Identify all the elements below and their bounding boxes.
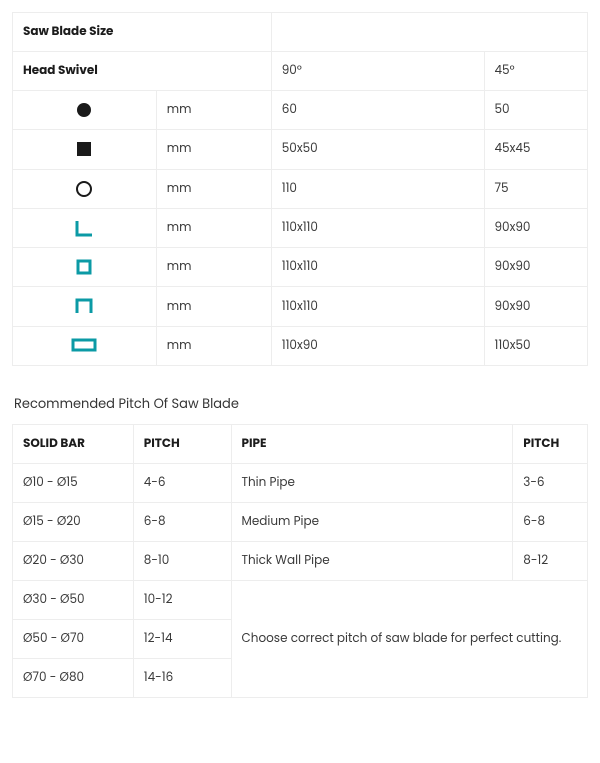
recommended-pitch-table: SOLID BAR PITCH PIPE PITCH Ø10 - Ø15 4-6…	[12, 424, 588, 698]
pitch-b: 3-6	[513, 463, 588, 502]
table1-row: mm 60 50	[13, 91, 588, 130]
table1-row: mm 110x110 90x90	[13, 248, 588, 287]
table1-row: mm 50x50 45x45	[13, 130, 588, 169]
value-45: 50	[484, 91, 588, 130]
pitch-a: 8-10	[133, 541, 231, 580]
value-90: 110x110	[271, 208, 484, 247]
head-swivel-label: Head Swivel	[13, 52, 272, 91]
unit-cell: mm	[156, 208, 271, 247]
value-90: 110	[271, 169, 484, 208]
value-90: 110x110	[271, 287, 484, 326]
value-90: 50x50	[271, 130, 484, 169]
col-solid-bar: SOLID BAR	[13, 424, 134, 463]
pitch-note: Choose correct pitch of saw blade for pe…	[231, 580, 588, 697]
pitch-a: 4-6	[133, 463, 231, 502]
solid-bar: Ø30 - Ø50	[13, 580, 134, 619]
unit-cell: mm	[156, 91, 271, 130]
saw-blade-size-table: Saw Blade Size Head Swivel 90° 45° mm 60…	[12, 12, 588, 366]
pipe-type: Thin Pipe	[231, 463, 513, 502]
table2-row: Ø20 - Ø30 8-10 Thick Wall Pipe 8-12	[13, 541, 588, 580]
col-pitch-b: PITCH	[513, 424, 588, 463]
angle-90: 90°	[271, 52, 484, 91]
table1-title: Saw Blade Size	[13, 13, 272, 52]
solid-bar: Ø20 - Ø30	[13, 541, 134, 580]
col-pipe: PIPE	[231, 424, 513, 463]
solid-square-icon	[13, 130, 157, 169]
angle-45: 45°	[484, 52, 588, 91]
pipe-type: Thick Wall Pipe	[231, 541, 513, 580]
pitch-b: 8-12	[513, 541, 588, 580]
solid-bar: Ø15 - Ø20	[13, 502, 134, 541]
pitch-b: 6-8	[513, 502, 588, 541]
table1-row: mm 110x90 110x50	[13, 326, 588, 365]
angle-icon	[13, 208, 157, 247]
value-45: 90x90	[484, 208, 588, 247]
value-90: 60	[271, 91, 484, 130]
unit-cell: mm	[156, 169, 271, 208]
flat-rect-icon	[13, 326, 157, 365]
pitch-a: 10-12	[133, 580, 231, 619]
table2-row: Ø30 - Ø50 10-12 Choose correct pitch of …	[13, 580, 588, 619]
unit-cell: mm	[156, 248, 271, 287]
value-45: 90x90	[484, 287, 588, 326]
solid-bar: Ø50 - Ø70	[13, 619, 134, 658]
value-45: 90x90	[484, 248, 588, 287]
pitch-a: 12-14	[133, 619, 231, 658]
value-90: 110x90	[271, 326, 484, 365]
hollow-circle-icon	[13, 169, 157, 208]
table1-row: mm 110 75	[13, 169, 588, 208]
solid-bar: Ø70 - Ø80	[13, 658, 134, 697]
solid-circle-icon	[13, 91, 157, 130]
channel-icon	[13, 287, 157, 326]
recommended-pitch-title: Recommended Pitch Of Saw Blade	[14, 394, 588, 414]
pitch-a: 6-8	[133, 502, 231, 541]
table2-row: Ø15 - Ø20 6-8 Medium Pipe 6-8	[13, 502, 588, 541]
pitch-a: 14-16	[133, 658, 231, 697]
value-45: 110x50	[484, 326, 588, 365]
unit-cell: mm	[156, 287, 271, 326]
unit-cell: mm	[156, 326, 271, 365]
col-pitch-a: PITCH	[133, 424, 231, 463]
table2-row: Ø10 - Ø15 4-6 Thin Pipe 3-6	[13, 463, 588, 502]
solid-bar: Ø10 - Ø15	[13, 463, 134, 502]
table1-row: mm 110x110 90x90	[13, 287, 588, 326]
value-45: 75	[484, 169, 588, 208]
unit-cell: mm	[156, 130, 271, 169]
pipe-type: Medium Pipe	[231, 502, 513, 541]
value-45: 45x45	[484, 130, 588, 169]
hollow-square-icon	[13, 248, 157, 287]
value-90: 110x110	[271, 248, 484, 287]
table1-row: mm 110x110 90x90	[13, 208, 588, 247]
